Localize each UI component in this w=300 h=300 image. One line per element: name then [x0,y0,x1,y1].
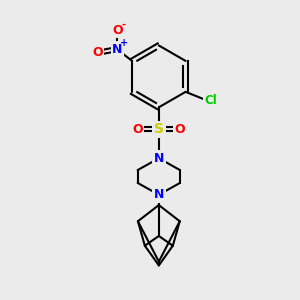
Text: O: O [132,123,143,136]
Text: -: - [122,20,126,30]
Text: Cl: Cl [204,94,217,107]
Text: S: S [154,122,164,136]
Text: O: O [92,46,103,59]
Text: N: N [154,188,164,201]
Text: O: O [175,123,185,136]
Text: N: N [154,152,164,165]
Text: +: + [120,38,128,48]
Text: N: N [112,43,122,56]
Text: O: O [112,23,123,37]
